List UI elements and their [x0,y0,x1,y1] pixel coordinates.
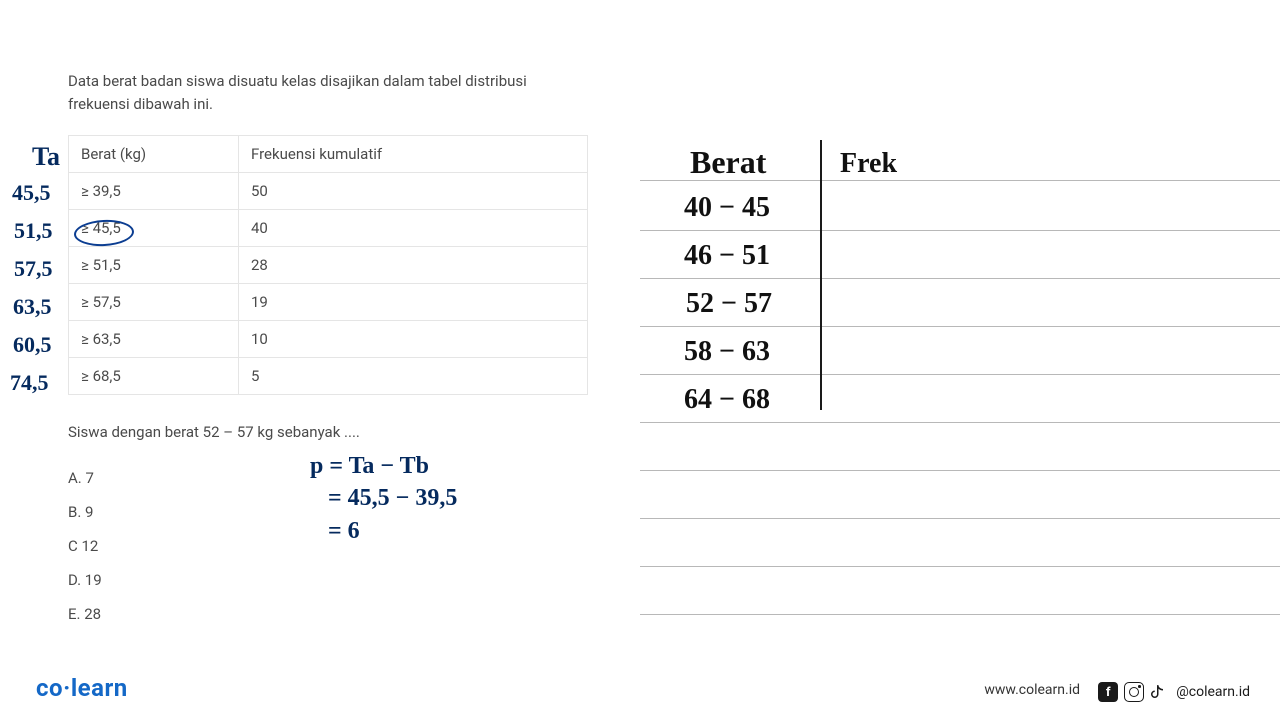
nb-row-3: 58 − 63 [684,336,770,368]
cell-frek: 50 [239,172,588,209]
notebook-divider [820,140,822,410]
frequency-table: Berat (kg) Frekuensi kumulatif ≥ 39,550 … [68,135,588,395]
table-row: ≥ 57,519 [69,283,588,320]
footer-url: www.colearn.id [984,682,1080,698]
ruled-line [640,470,1280,471]
annotation-row-3: 63,5 [13,294,52,320]
ruled-line [640,326,1280,327]
table-row: ≥ 51,528 [69,246,588,283]
nb-row-1: 46 − 51 [684,240,770,272]
logo-learn: learn [71,674,128,702]
social-handle: @colearn.id [1176,684,1250,700]
nb-row-2: 52 − 57 [686,288,772,320]
cell-frek: 19 [239,283,588,320]
intro-line-1: Data berat badan siswa disuatu kelas dis… [68,72,527,90]
nb-header-berat: Berat [690,144,766,181]
question-text: Siswa dengan berat 52 – 57 kg sebanyak .… [68,423,588,441]
table-row: ≥ 63,510 [69,320,588,357]
cell-berat: ≥ 63,5 [69,320,239,357]
annotation-row-5: 74,5 [10,370,49,396]
footer: co·learn www.colearn.id f @colearn.id [0,672,1280,702]
cell-frek: 10 [239,320,588,357]
cell-berat: ≥ 68,5 [69,357,239,394]
ruled-line [640,374,1280,375]
table-header-row: Berat (kg) Frekuensi kumulatif [69,135,588,172]
intro-line-2: frekuensi dibawah ini. [68,95,213,113]
eq-line-3: = 6 [310,515,457,547]
eq-line-2: = 45,5 − 39,5 [310,482,457,514]
eq-line-1: p = Ta − Tb [310,450,457,482]
logo-dot-icon: · [63,674,71,702]
ruled-line [640,518,1280,519]
instagram-icon [1124,682,1144,702]
facebook-icon: f [1098,682,1118,702]
cell-berat: ≥ 51,5 [69,246,239,283]
social-block: f @colearn.id [1098,682,1250,702]
annotation-row-0: 45,5 [12,180,51,206]
table-row: ≥ 45,540 [69,209,588,246]
ruled-line [640,422,1280,423]
cell-frek: 40 [239,209,588,246]
nb-row-4: 64 − 68 [684,384,770,416]
tiktok-icon [1150,682,1170,702]
col-header-berat: Berat (kg) [69,135,239,172]
cell-berat: ≥ 57,5 [69,283,239,320]
annotation-row-4: 60,5 [13,332,52,358]
table-row: ≥ 39,550 [69,172,588,209]
col-header-frek: Frekuensi kumulatif [239,135,588,172]
annotation-equation: p = Ta − Tb = 45,5 − 39,5 = 6 [310,450,457,547]
option-d: D. 19 [68,571,588,589]
nb-row-0: 40 − 45 [684,192,770,224]
logo-co: co [36,674,63,702]
cell-frek: 5 [239,357,588,394]
ruled-line [640,614,1280,615]
annotation-row-1: 51,5 [14,218,53,244]
annotation-ta: Ta [32,142,60,172]
option-e: E. 28 [68,605,588,623]
notebook: Berat Frek 40 − 45 46 − 51 52 − 57 58 − … [640,140,1280,630]
brand-logo: co·learn [36,674,128,702]
annotation-row-2: 57,5 [14,256,53,282]
problem-intro: Data berat badan siswa disuatu kelas dis… [68,70,588,117]
table-row: ≥ 68,55 [69,357,588,394]
ruled-line [640,278,1280,279]
ruled-line [640,566,1280,567]
nb-header-frek: Frek [840,148,897,180]
ruled-line [640,230,1280,231]
cell-frek: 28 [239,246,588,283]
cell-berat: ≥ 39,5 [69,172,239,209]
